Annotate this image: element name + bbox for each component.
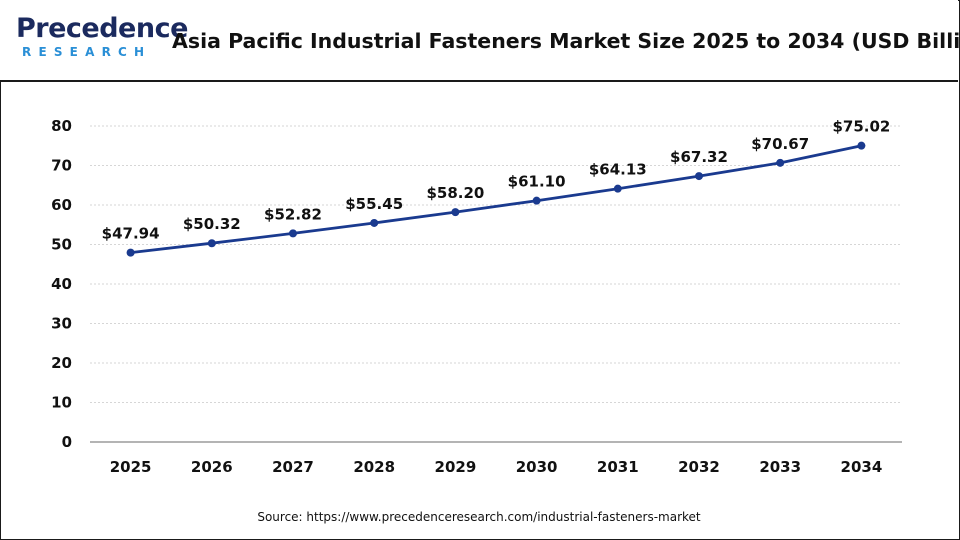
x-tick-label: 2030 xyxy=(516,458,558,476)
x-tick-label: 2026 xyxy=(191,458,233,476)
y-tick-label: 20 xyxy=(51,354,72,372)
data-label: $67.32 xyxy=(670,148,728,166)
x-tick-label: 2031 xyxy=(597,458,639,476)
data-label: $52.82 xyxy=(264,205,322,223)
data-point xyxy=(857,141,866,150)
x-tick-label: 2032 xyxy=(678,458,720,476)
y-tick-label: 40 xyxy=(51,275,72,293)
y-tick-label: 10 xyxy=(51,394,72,412)
source-note: Source: https://www.precedenceresearch.c… xyxy=(257,510,701,524)
y-tick-label: 70 xyxy=(51,157,72,175)
page-title: Asia Pacific Industrial Fasteners Market… xyxy=(172,29,960,53)
x-tick-label: 2027 xyxy=(272,458,314,476)
y-tick-label: 60 xyxy=(51,196,72,214)
data-label: $55.45 xyxy=(345,195,403,213)
data-label: $47.94 xyxy=(102,225,160,243)
y-tick-label: 0 xyxy=(62,433,72,451)
data-point xyxy=(207,239,216,248)
data-point xyxy=(695,172,703,181)
series-line xyxy=(129,144,863,255)
data-label: $75.02 xyxy=(832,118,890,136)
data-point xyxy=(613,184,622,193)
y-tick-label: 80 xyxy=(51,117,72,135)
data-point xyxy=(289,229,297,238)
data-label: $61.10 xyxy=(508,173,566,191)
x-tick-label: 2029 xyxy=(435,458,477,476)
data-point xyxy=(370,218,379,227)
data-label: $50.32 xyxy=(183,215,241,233)
logo-wordmark: Precedence xyxy=(16,13,188,44)
data-label: $58.20 xyxy=(426,184,484,202)
data-point xyxy=(126,248,135,257)
header: Precedence RESEARCH Asia Pacific Industr… xyxy=(0,0,960,82)
x-tick-label: 2033 xyxy=(759,458,801,476)
data-point xyxy=(532,196,541,205)
y-tick-label: 50 xyxy=(51,236,72,254)
data-label: $64.13 xyxy=(589,161,647,179)
brand-logo: Precedence RESEARCH xyxy=(16,14,188,66)
x-tick-label: 2025 xyxy=(110,458,152,476)
data-point xyxy=(451,208,460,217)
logo-tagline: RESEARCH xyxy=(22,45,152,59)
y-tick-label: 30 xyxy=(51,315,72,333)
x-tick-label: 2034 xyxy=(841,458,883,476)
data-point xyxy=(776,158,785,167)
x-tick-label: 2028 xyxy=(353,458,395,476)
data-label: $70.67 xyxy=(751,135,809,153)
